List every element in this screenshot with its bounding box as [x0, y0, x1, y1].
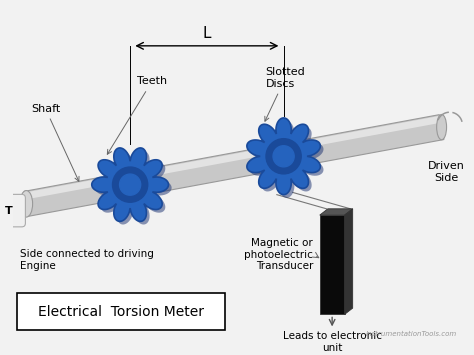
Ellipse shape	[437, 114, 447, 140]
Polygon shape	[320, 209, 353, 215]
Polygon shape	[345, 209, 353, 315]
Polygon shape	[320, 215, 345, 315]
Text: Teeth: Teeth	[107, 76, 167, 154]
Ellipse shape	[20, 191, 33, 217]
Text: Leads to electronic
unit: Leads to electronic unit	[283, 331, 382, 353]
Text: L: L	[202, 26, 211, 41]
FancyBboxPatch shape	[0, 194, 26, 227]
Circle shape	[119, 174, 141, 195]
Text: Side connected to driving
Engine: Side connected to driving Engine	[19, 249, 154, 271]
Circle shape	[273, 146, 294, 167]
Polygon shape	[95, 151, 172, 224]
Polygon shape	[24, 115, 444, 216]
FancyBboxPatch shape	[17, 293, 225, 330]
Circle shape	[112, 167, 148, 202]
Polygon shape	[92, 148, 168, 222]
Polygon shape	[247, 118, 320, 195]
Polygon shape	[250, 121, 323, 198]
Text: Shaft: Shaft	[31, 104, 79, 181]
Text: Driven
Side: Driven Side	[428, 162, 465, 183]
Text: InstrumentationTools.com: InstrumentationTools.com	[366, 331, 457, 337]
Text: Electrical  Torsion Meter: Electrical Torsion Meter	[38, 305, 204, 319]
Text: Slotted
Discs: Slotted Discs	[265, 67, 305, 121]
Polygon shape	[24, 116, 441, 200]
Text: T: T	[5, 206, 13, 215]
Text: Magnetic or
photoelectric
Transducer: Magnetic or photoelectric Transducer	[244, 238, 313, 272]
Circle shape	[266, 139, 301, 174]
